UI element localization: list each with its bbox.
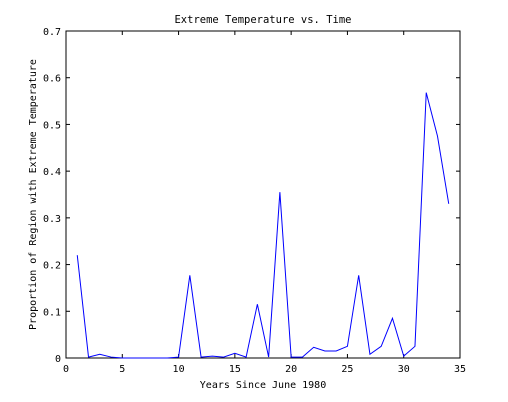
y-tick-label: 0.5 [43, 120, 61, 131]
axes-box [65, 30, 461, 359]
x-tick-label: 20 [285, 364, 297, 375]
x-axis-label: Years Since June 1980 [200, 380, 326, 391]
y-axis-label: Proportion of Region with Extreme Temper… [28, 59, 39, 330]
y-tick-label: 0.4 [43, 167, 61, 178]
y-tick-label: 0 [55, 354, 61, 365]
x-tick-label: 15 [229, 364, 241, 375]
y-tick-label: 0.2 [43, 261, 61, 272]
chart-title: Extreme Temperature vs. Time [174, 14, 351, 26]
series-line [76, 92, 450, 359]
x-tick-label: 35 [454, 364, 466, 375]
x-tick-label: 30 [398, 364, 410, 375]
y-tick-label: 0.1 [43, 307, 61, 318]
axis-ticks: 0 5 10 15 20 25 30 35 0 0.1 0.2 0.3 0.4 0.5 0.6 0.7 [43, 27, 466, 375]
y-tick-label: 0.6 [43, 74, 61, 85]
x-tick-label: 5 [119, 364, 125, 375]
x-tick-label: 25 [341, 364, 353, 375]
x-tick-label: 10 [173, 364, 185, 375]
x-tick-label: 0 [63, 364, 69, 375]
y-tick-label: 0.7 [43, 27, 61, 38]
y-tick-label: 0.3 [43, 214, 61, 225]
